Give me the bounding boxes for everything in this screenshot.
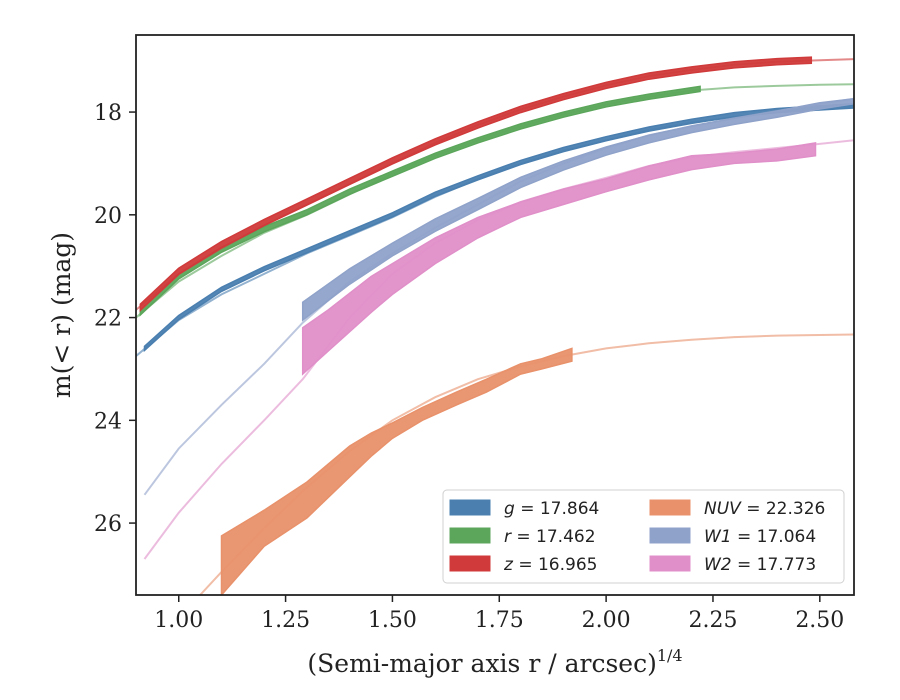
series-r-data-band xyxy=(139,85,701,317)
x-axis-label-exponent: 1/4 xyxy=(657,646,683,665)
legend-swatch-r xyxy=(449,527,491,544)
legend-label-var: g xyxy=(504,499,515,519)
x-axis-label-text: (Semi-major axis r / arcsec) xyxy=(307,649,656,678)
y-tick-label: 18 xyxy=(94,101,122,126)
legend-label-w1: W1 = 17.064 xyxy=(704,527,816,547)
legend-label-value: = 17.773 xyxy=(732,555,817,575)
legend-label-var: r xyxy=(504,527,512,547)
series-r xyxy=(136,83,854,319)
series-w2-data-band xyxy=(301,142,817,376)
legend-swatch-g xyxy=(449,499,491,516)
y-tick-label: 26 xyxy=(94,512,122,537)
legend-label-value: = 17.462 xyxy=(511,527,596,547)
legend-label-r: r = 17.462 xyxy=(504,527,596,547)
y-axis-label: m(< r) (mag) xyxy=(47,232,76,398)
legend-swatch-w2 xyxy=(649,555,691,572)
series-w1 xyxy=(143,97,854,496)
x-tick-label: 1.25 xyxy=(261,608,310,633)
legend-label-value: = 17.864 xyxy=(515,499,600,519)
legend-item-nuv: NUV = 22.326 xyxy=(649,499,825,519)
ticks-layer: 1.00 1.25 1.50 1.75 2.00 2.25 2.50 18 20 22 24 26 xyxy=(94,101,844,633)
plot-frame xyxy=(135,34,855,596)
x-tick-label: 1.75 xyxy=(475,608,524,633)
x-axis-label: (Semi-major axis r / arcsec)1/4 xyxy=(307,646,682,678)
series-nuv-data-band xyxy=(220,347,573,595)
legend-label-z: z = 16.965 xyxy=(503,555,597,575)
x-tick-label: 2.25 xyxy=(688,608,737,633)
legend-item-w1: W1 = 17.064 xyxy=(649,527,816,547)
legend-label-nuv: NUV = 22.326 xyxy=(704,499,825,519)
legend-label-var: z xyxy=(503,555,514,575)
y-tick-label: 22 xyxy=(94,307,122,332)
legend-label-var: NUV xyxy=(704,499,742,519)
legend-item-r: r = 17.462 xyxy=(449,527,596,547)
legend-swatch-nuv xyxy=(649,499,691,516)
y-tick-label: 24 xyxy=(94,409,122,434)
legend-item-z: z = 16.965 xyxy=(449,555,597,575)
series-w1-data-band xyxy=(301,97,854,322)
series-z-data-band xyxy=(139,56,813,313)
legend-label-w2: W2 = 17.773 xyxy=(704,555,816,575)
legend-item-w2: W2 = 17.773 xyxy=(649,555,816,575)
legend-label-value: = 22.326 xyxy=(741,499,826,519)
series-w2 xyxy=(143,139,854,560)
x-tick-label: 2.00 xyxy=(582,608,631,633)
legend-swatch-z xyxy=(449,555,491,572)
x-tick-label: 1.50 xyxy=(368,608,417,633)
legend-box xyxy=(442,489,845,584)
legend-label-var: W1 xyxy=(704,527,732,547)
series-nuv xyxy=(199,333,854,595)
series-g-data-band xyxy=(143,103,854,353)
legend-swatch-w1 xyxy=(649,527,691,544)
legend-item-g: g = 17.864 xyxy=(449,499,599,519)
legend-label-var: W2 xyxy=(704,555,732,575)
y-tick-label: 20 xyxy=(94,204,122,229)
x-tick-label: 1.00 xyxy=(154,608,203,633)
x-tick-label: 2.50 xyxy=(795,608,844,633)
legend-label-value: = 17.064 xyxy=(732,527,817,547)
series-layer xyxy=(136,56,854,595)
series-z xyxy=(136,56,854,313)
legend-label-value: = 16.965 xyxy=(513,555,598,575)
legend-label-g: g = 17.864 xyxy=(504,499,599,519)
